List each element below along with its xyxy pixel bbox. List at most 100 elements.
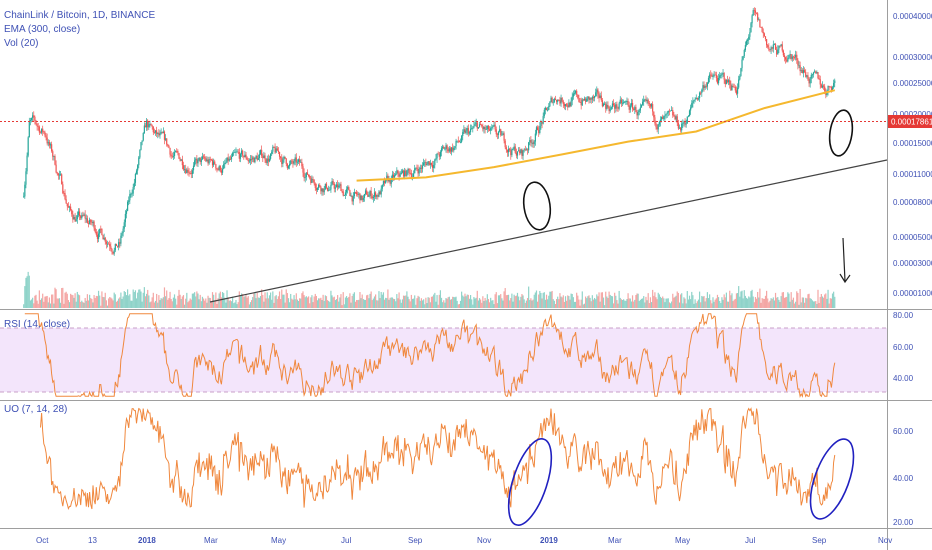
candle-body [263,155,265,159]
candle-body [751,15,753,24]
volume-bar [762,298,764,308]
price-axis[interactable]: 0.00040000 0.00030000 0.00025000 0.00020… [893,12,932,298]
candle-body [707,77,710,83]
candle-body [516,151,519,156]
candle-body [607,104,609,107]
volume-bar [697,299,700,308]
candle-body [157,132,159,134]
uo-axis[interactable]: 60.00 40.00 20.00 [893,427,914,527]
volume-bar [566,300,568,308]
volume-bar [720,303,722,308]
candle-body [643,99,645,102]
time-tick-label: 13 [88,536,97,545]
volume-bar [614,292,616,308]
volume-bar [178,289,180,308]
volume-bar [366,295,368,308]
volume-bar [421,300,424,308]
volume-bar [283,294,285,308]
candle-body [340,184,342,192]
volume-bar [177,295,179,308]
volume-bar [30,299,33,308]
volume-bar [666,298,668,308]
volume-bar [561,297,563,308]
candle-body [32,115,34,119]
volume-bar [418,296,420,308]
candle-body [442,146,444,149]
volume-bar [496,303,498,308]
candle-body [266,158,268,163]
volume-bar [328,301,330,308]
candle-body [611,103,614,108]
candle-body [163,131,166,140]
candle-body [54,156,56,165]
candle-body [468,132,471,134]
volume-bar [27,271,29,308]
candle-body [447,149,449,152]
candle-body [128,200,130,202]
volume-bar [439,290,442,308]
volume-bar [239,295,242,308]
candle-body [200,159,202,163]
candle-body [591,96,593,100]
candle-body [712,76,714,77]
volume-bar [216,303,218,308]
candle-body [601,100,603,107]
volume-bar [426,303,428,308]
volume-bar [102,296,104,308]
candle-body [305,172,307,178]
candle-body [131,193,133,195]
candle-body [362,197,364,201]
volume-bar [745,297,748,308]
candle-body [111,249,113,252]
volume-bar [379,298,381,308]
volume-bar [101,291,103,308]
volume-bar [199,294,201,308]
candle-body [29,119,32,121]
volume-bar [223,293,225,308]
candle-body [180,159,182,161]
candle-body [481,125,483,127]
candle-body [209,159,211,161]
volume-bar [143,287,145,308]
volume-bar [591,295,593,308]
volume-bar [790,292,792,308]
volume-bar [221,292,224,308]
candle-body [97,233,100,239]
rsi-axis[interactable]: 80.00 60.00 40.00 [893,311,914,383]
candle-body [189,173,191,174]
candle-body [76,215,78,220]
candle-body [406,170,408,176]
volume-bar [232,296,234,308]
volume-bar [428,297,430,308]
volume-bar [824,294,826,308]
time-axis[interactable]: Oct 13 2018 Mar May Jul Sep Nov 2019 Mar… [36,536,892,545]
candle-body [112,251,114,254]
candle-body [161,132,163,134]
candle-body [785,57,787,60]
volume-bar [592,299,595,308]
candle-body [465,130,467,133]
candle-body [782,50,784,56]
volume-bar [818,302,820,308]
candle-body [819,79,821,85]
volume-bar [538,294,540,308]
candle-body [662,116,664,120]
volume-bar [677,292,679,308]
candle-body [703,85,705,88]
candle-body [610,107,612,109]
candle-body [568,102,570,108]
volume-bar [312,302,314,308]
volume-bar [329,302,331,308]
volume-bar [648,303,650,308]
candle-body [548,106,550,110]
volume-bar [437,304,439,308]
volume-bar [552,299,554,308]
volume-bar [700,302,702,308]
volume-bar [43,301,45,308]
candle-body [538,129,540,133]
volume-bar [785,297,787,308]
candlesticks [23,7,836,256]
candle-body [379,191,381,195]
volume-bar [662,296,664,308]
volume-bar [54,287,56,308]
